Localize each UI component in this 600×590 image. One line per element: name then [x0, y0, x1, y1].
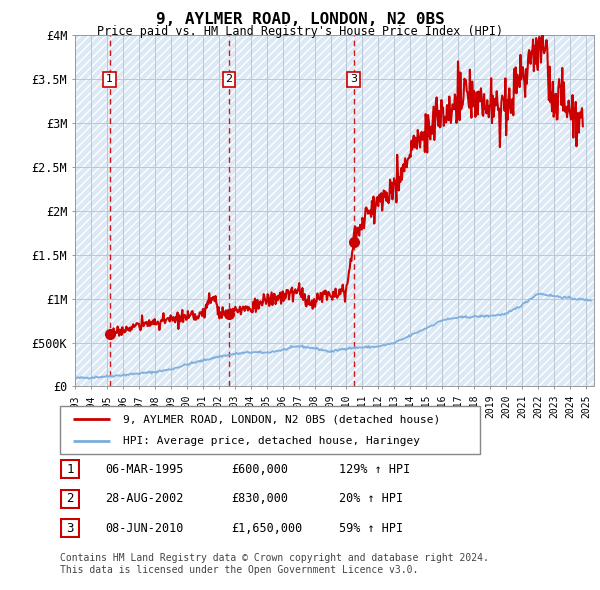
Text: 08-JUN-2010: 08-JUN-2010 [105, 522, 184, 535]
Text: 9, AYLMER ROAD, LONDON, N2 0BS (detached house): 9, AYLMER ROAD, LONDON, N2 0BS (detached… [123, 414, 440, 424]
Text: 3: 3 [67, 522, 74, 535]
Text: 129% ↑ HPI: 129% ↑ HPI [339, 463, 410, 476]
Text: 9, AYLMER ROAD, LONDON, N2 0BS: 9, AYLMER ROAD, LONDON, N2 0BS [155, 12, 445, 27]
Text: 20% ↑ HPI: 20% ↑ HPI [339, 492, 403, 505]
Text: 3: 3 [350, 74, 357, 84]
Text: 2: 2 [67, 492, 74, 505]
Text: Price paid vs. HM Land Registry's House Price Index (HPI): Price paid vs. HM Land Registry's House … [97, 25, 503, 38]
Text: £600,000: £600,000 [231, 463, 288, 476]
Text: 1: 1 [106, 74, 113, 84]
Text: HPI: Average price, detached house, Haringey: HPI: Average price, detached house, Hari… [123, 436, 420, 446]
FancyBboxPatch shape [61, 460, 79, 478]
FancyBboxPatch shape [60, 406, 480, 454]
FancyBboxPatch shape [61, 490, 79, 507]
Text: 28-AUG-2002: 28-AUG-2002 [105, 492, 184, 505]
FancyBboxPatch shape [61, 519, 79, 537]
Text: £1,650,000: £1,650,000 [231, 522, 302, 535]
Text: 59% ↑ HPI: 59% ↑ HPI [339, 522, 403, 535]
Text: 2: 2 [226, 74, 233, 84]
Text: Contains HM Land Registry data © Crown copyright and database right 2024.
This d: Contains HM Land Registry data © Crown c… [60, 553, 489, 575]
Text: £830,000: £830,000 [231, 492, 288, 505]
Text: 1: 1 [67, 463, 74, 476]
Text: 06-MAR-1995: 06-MAR-1995 [105, 463, 184, 476]
